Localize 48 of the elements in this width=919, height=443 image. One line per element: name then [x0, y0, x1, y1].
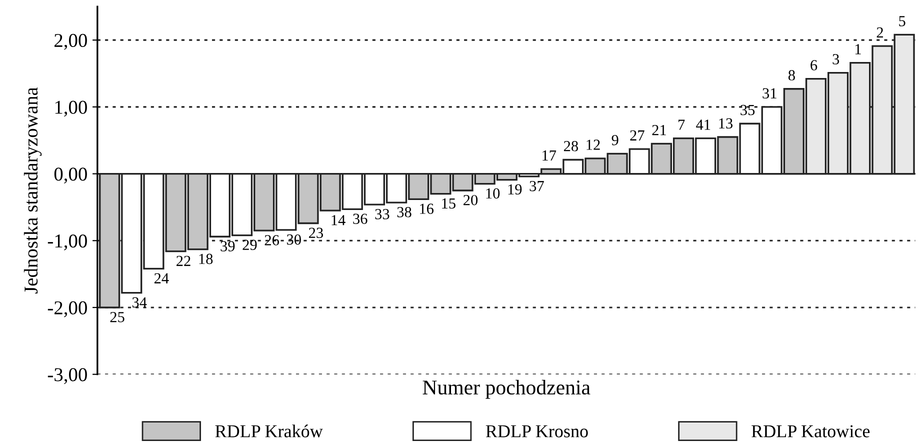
x-tick-label: 13 [719, 118, 733, 129]
x-tick-label: 7 [678, 120, 685, 130]
legend-label: RDLP Krosno [486, 425, 588, 438]
x-tick-label: 29 [242, 240, 257, 250]
x-axis-title: Numer pochodzenia [422, 380, 590, 399]
y-axis-title: Jednostka standaryzowana [24, 87, 42, 294]
y-tick-label: 0,00 [54, 168, 87, 184]
y-tick-label: 2,00 [54, 34, 87, 50]
y-tick-label: 1,00 [55, 100, 87, 117]
y-tick-label: -3,00 [48, 368, 87, 384]
x-tick-label: 30 [286, 234, 301, 245]
x-tick-label: 16 [420, 204, 434, 214]
x-tick-label: 35 [740, 104, 755, 116]
x-tick-label: 41 [696, 120, 710, 130]
y-tick-label: -2,00 [48, 301, 87, 318]
x-tick-label: 20 [464, 194, 478, 206]
x-tick-label: 10 [486, 188, 500, 199]
x-tick-label: 38 [397, 206, 412, 218]
x-tick-label: 17 [542, 150, 556, 160]
x-tick-label: 28 [564, 140, 578, 152]
x-tick-label: 21 [652, 124, 666, 136]
x-tick-label: 6 [810, 60, 818, 70]
x-tick-label: 2 [876, 27, 883, 38]
x-tick-label: 19 [508, 184, 522, 195]
x-tick-label: 3 [832, 54, 840, 64]
x-tick-label: 18 [199, 254, 213, 264]
x-tick-label: 22 [176, 256, 190, 266]
legend-label: RDLP Katowice [752, 425, 870, 438]
x-tick-label: 33 [375, 209, 390, 220]
x-tick-label: 26 [264, 235, 279, 246]
legend-label: RDLP Kraków [215, 424, 323, 438]
x-tick-label: 14 [332, 215, 346, 226]
x-tick-label: 15 [442, 198, 456, 209]
x-tick-label: 9 [612, 135, 618, 146]
x-tick-label: 39 [220, 241, 235, 252]
y-tick-label: -1,00 [48, 234, 87, 250]
x-tick-label: 31 [762, 88, 776, 98]
x-tick-label: 23 [308, 228, 324, 238]
x-tick-label: 5 [899, 16, 906, 26]
x-tick-label: 25 [110, 312, 124, 322]
x-tick-label: 8 [788, 70, 795, 80]
x-tick-label: 36 [353, 214, 368, 224]
x-tick-label: 37 [530, 180, 544, 192]
x-tick-label: 34 [132, 297, 147, 308]
x-tick-label: 12 [586, 140, 600, 150]
x-tick-label: 24 [154, 273, 169, 284]
x-tick-label: 27 [630, 130, 644, 140]
x-tick-label: 1 [855, 44, 861, 54]
